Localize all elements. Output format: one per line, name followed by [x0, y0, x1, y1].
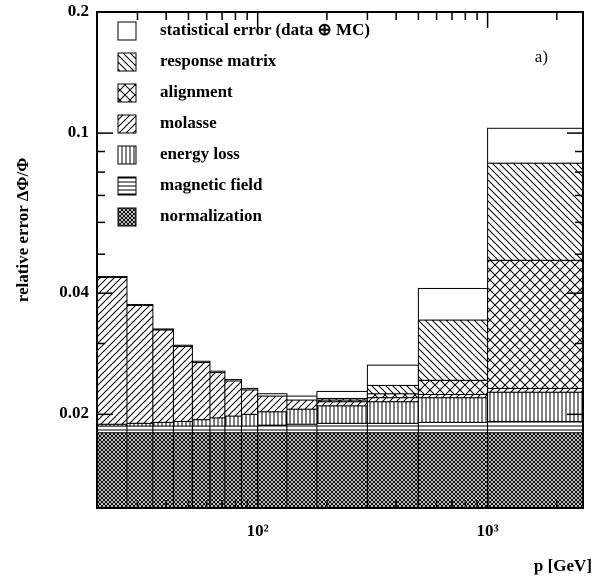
bar-segment: [172, 420, 193, 427]
bar-segment: [487, 127, 584, 164]
legend-swatch: [117, 114, 137, 134]
bar-segment: [152, 328, 174, 331]
legend-label: response matrix: [160, 51, 277, 70]
bar-segment: [417, 421, 489, 434]
bar-segment: [172, 345, 193, 422]
bar-segment: [126, 304, 154, 424]
bar-segment: [487, 420, 584, 434]
legend-swatch: [117, 21, 137, 41]
bar-segment: [366, 364, 419, 386]
bar-segment: [152, 421, 174, 427]
bar-segment: [191, 425, 211, 434]
bar-segment: [96, 276, 128, 278]
bar-segment: [191, 362, 211, 421]
bar-segment: [152, 432, 174, 509]
x-tick-label: 10²: [247, 521, 269, 540]
legend-label: normalization: [160, 206, 263, 225]
bar-segment: [487, 387, 584, 393]
plot-frame: [96, 11, 584, 509]
bar-segment: [487, 259, 584, 389]
legend-swatch: [117, 83, 137, 103]
legend-label: energy loss: [160, 144, 240, 163]
bar-segment: [257, 393, 288, 397]
bar-segment: [487, 432, 584, 509]
bar-segment: [240, 387, 259, 391]
bar-segment: [240, 432, 259, 509]
bar-segment: [366, 384, 419, 395]
bar-segment: [209, 425, 226, 434]
bar-segment: [240, 413, 259, 427]
bar-segment: [366, 422, 419, 434]
legend-swatch: [117, 207, 137, 227]
bar-segment: [257, 395, 288, 413]
bar-segment: [224, 425, 242, 434]
bar-segment: [417, 379, 489, 396]
y-axis-label: relative error ΔΦ/Φ: [13, 158, 32, 303]
annotation: a): [535, 47, 548, 66]
bar-segment: [209, 432, 226, 509]
bar-segment: [172, 425, 193, 434]
bar-segment: [224, 432, 242, 509]
bar-segment: [126, 303, 154, 306]
x-tick-label: 10³: [477, 521, 499, 540]
y-tick-label: 0.1: [68, 122, 89, 141]
bar-segment: [366, 397, 419, 403]
bar-segment: [96, 425, 128, 434]
bar-segment: [224, 379, 242, 382]
bar-segment: [126, 432, 154, 509]
legend-label: alignment: [160, 82, 233, 101]
bar-segment: [126, 425, 154, 434]
bar-segment: [417, 319, 489, 381]
bar-segment: [316, 390, 368, 399]
legend-swatch: [117, 52, 137, 72]
bar-segment: [172, 432, 193, 509]
legend-label: statistical error (data ⊕ MC): [160, 20, 370, 39]
bar-segment: [224, 415, 242, 427]
bar-segment: [316, 401, 368, 407]
bar-segment: [172, 344, 193, 347]
bar-segment: [286, 432, 318, 509]
legend-swatch: [117, 145, 137, 165]
bar-segment: [316, 432, 368, 509]
bar-segment: [316, 405, 368, 424]
bar-segment: [191, 419, 211, 427]
bar-segment: [417, 397, 489, 423]
bar-segment: [191, 432, 211, 509]
bar-segment: [257, 432, 288, 509]
legend-swatch: [117, 176, 137, 196]
bar-segment: [366, 401, 419, 424]
y-tick-label: 0.2: [68, 1, 89, 20]
bar-segment: [191, 360, 211, 364]
legend-label: magnetic field: [160, 175, 263, 194]
bar-segment: [209, 370, 226, 374]
bar-segment: [152, 329, 174, 423]
bar-segment: [240, 389, 259, 415]
bar-segment: [316, 422, 368, 434]
bar-segment: [209, 417, 226, 427]
x-axis-label: p [GeV]: [534, 556, 592, 575]
bar-segment: [152, 425, 174, 434]
bar-segment: [224, 380, 242, 417]
bar-segment: [240, 425, 259, 434]
bar-segment: [96, 276, 128, 425]
bar-segment: [487, 162, 584, 261]
bar-segment: [417, 432, 489, 509]
bar-segment: [96, 432, 128, 509]
y-tick-label: 0.04: [59, 282, 89, 301]
bar-segment: [366, 432, 419, 509]
legend-label: molasse: [160, 113, 217, 132]
bar-segment: [286, 395, 318, 401]
y-tick-label: 0.02: [59, 403, 89, 422]
bar-segment: [366, 393, 419, 399]
bar-segment: [286, 423, 318, 434]
bar-segment: [286, 399, 318, 410]
bar-segment: [487, 391, 584, 422]
bar-segment: [257, 424, 288, 434]
bar-segment: [417, 287, 489, 321]
bar-segment: [257, 411, 288, 426]
bar-segment: [209, 372, 226, 419]
bar-segment: [286, 408, 318, 425]
